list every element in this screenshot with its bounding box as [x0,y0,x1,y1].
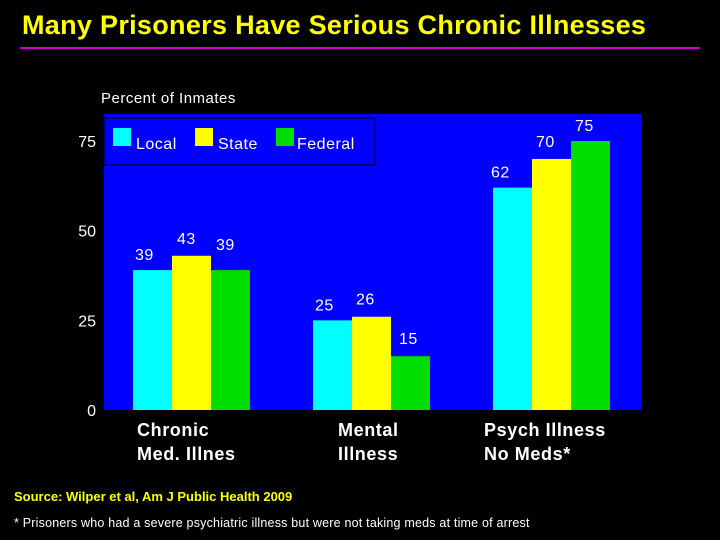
footnote: * Prisoners who had a severe psychiatric… [14,516,530,530]
source-note: Source: Wilper et al, Am J Public Health… [14,489,293,504]
legend-label: Local [136,136,177,153]
data-label: 25 [315,297,334,314]
data-label: 75 [575,118,594,135]
y-tick-label: 0 [87,403,96,420]
legend-label: State [218,136,258,153]
legend-swatch [276,128,294,146]
slide-title: Many Prisoners Have Serious Chronic Illn… [22,10,647,40]
x-tick-label: Med. Illnes [137,444,236,464]
bar [571,141,610,410]
y-tick-label: 25 [78,313,96,330]
y-tick-label: 50 [78,224,96,241]
y-tick-label: 75 [78,134,96,151]
title-rule [20,47,700,49]
legend-swatch [195,128,213,146]
bar [391,356,430,410]
bar [313,320,352,410]
legend [103,117,376,166]
y-axis-label: Percent of Inmates [101,90,236,107]
data-label: 43 [177,231,196,248]
data-label: 62 [491,165,510,182]
x-tick-label: Mental [338,420,399,440]
x-tick-label: No Meds* [484,444,571,464]
x-tick-label: Chronic [137,420,209,440]
bar [352,316,391,410]
x-tick-label: Illness [338,444,398,464]
data-label: 15 [399,331,418,348]
data-label: 39 [135,247,154,264]
data-label: 26 [356,292,375,309]
legend-label: Federal [297,136,355,153]
data-label: 70 [536,134,555,151]
bar [133,270,172,410]
x-tick-label: Psych Illness [484,420,606,440]
data-label: 39 [216,237,235,254]
bar [493,187,532,410]
legend-swatch [113,128,131,146]
bar [172,255,211,410]
bar [532,158,571,410]
bar [211,270,250,410]
